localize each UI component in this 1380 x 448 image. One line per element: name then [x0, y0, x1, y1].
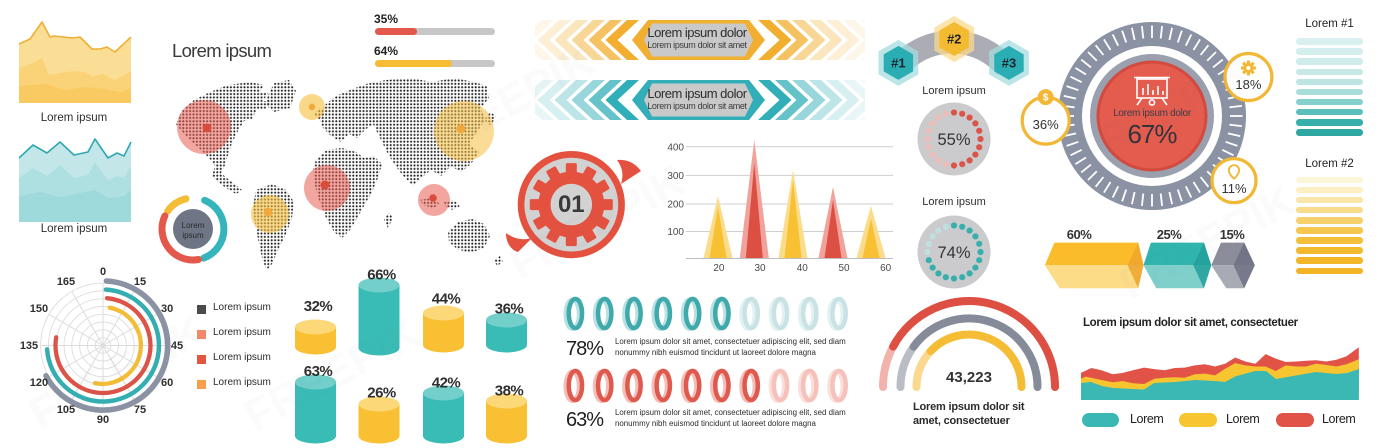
svg-text:75: 75	[134, 404, 146, 416]
svg-text:FREEPIK: FREEPIK	[1112, 176, 1304, 309]
svg-text:20: 20	[713, 263, 725, 274]
svg-text:32%: 32%	[304, 298, 333, 315]
svg-text:63%: 63%	[304, 363, 333, 380]
svg-text:38%: 38%	[495, 383, 524, 400]
svg-text:0: 0	[100, 266, 106, 278]
svg-text:105: 105	[57, 404, 75, 416]
svg-text:66%: 66%	[367, 267, 396, 284]
svg-text:120: 120	[30, 377, 48, 389]
svg-text:300: 300	[667, 171, 684, 182]
svg-text:36%: 36%	[1033, 117, 1059, 132]
svg-text:44%: 44%	[432, 291, 461, 308]
svg-text:26%: 26%	[367, 385, 396, 402]
svg-text:#3: #3	[1002, 55, 1016, 70]
svg-text:135: 135	[20, 340, 38, 352]
svg-text:60: 60	[161, 377, 173, 389]
svg-text:400: 400	[667, 142, 684, 153]
svg-text:67%: 67%	[1127, 119, 1177, 149]
svg-text:15: 15	[134, 276, 146, 288]
svg-text:100: 100	[667, 227, 684, 238]
svg-text:60: 60	[880, 263, 892, 274]
svg-text:18%: 18%	[1235, 77, 1261, 92]
svg-text:FREEPIK: FREEPIK	[237, 308, 429, 441]
svg-text:42%: 42%	[432, 375, 461, 392]
svg-text:FREEPIK: FREEPIK	[22, 306, 214, 439]
svg-text:90: 90	[97, 414, 109, 426]
svg-text:Lorem ipsum dolor: Lorem ipsum dolor	[1113, 108, 1192, 119]
svg-text:50: 50	[838, 263, 850, 274]
svg-text:165: 165	[57, 276, 75, 288]
svg-text:30: 30	[161, 303, 173, 315]
svg-text:$: $	[1043, 93, 1049, 104]
svg-text:ipsum: ipsum	[182, 231, 204, 240]
svg-text:30: 30	[754, 263, 766, 274]
svg-text:01: 01	[558, 191, 585, 218]
svg-text:FREEPIK: FREEPIK	[502, 156, 694, 289]
svg-text:#1: #1	[891, 55, 905, 70]
svg-text:Lorem: Lorem	[182, 221, 205, 230]
svg-text:FREEPIK: FREEPIK	[1067, 46, 1259, 179]
svg-text:55%: 55%	[937, 131, 970, 149]
svg-text:45: 45	[171, 340, 183, 352]
svg-text:11%: 11%	[1221, 181, 1246, 196]
svg-text:#2: #2	[947, 32, 961, 47]
svg-text:40: 40	[797, 263, 809, 274]
svg-text:74%: 74%	[937, 244, 970, 262]
svg-text:FREEPIK: FREEPIK	[412, 36, 604, 169]
svg-text:200: 200	[667, 200, 684, 211]
svg-text:36%: 36%	[495, 301, 524, 318]
svg-text:150: 150	[30, 303, 48, 315]
